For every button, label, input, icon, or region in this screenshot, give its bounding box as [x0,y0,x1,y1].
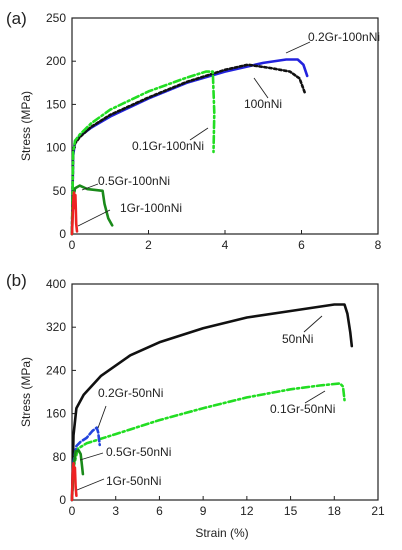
x-tick-label: 18 [328,504,342,518]
annotation-arrow-b4 [76,478,105,491]
annotation-1gr-100nni: 1Gr-100nNi [120,201,182,215]
annotation-0-1gr-50nni: 0.1Gr-50nNi [270,402,335,416]
y-tick-label: 80 [53,450,67,464]
y-tick-label: 150 [46,97,66,111]
panel-b-ticks: 0 3 6 9 12 15 18 21 0 80 160 240 320 400 [46,277,385,518]
y-tick-label: 250 [46,11,66,25]
x-tick-label: 4 [222,238,229,252]
y-tick-label: 160 [46,407,66,421]
x-tick-label: 15 [284,504,298,518]
annotation-1gr-50nni: 1Gr-50nNi [106,474,161,488]
panel-a-frame [71,17,379,235]
annotation-arrow-b1 [304,390,326,404]
panel-b-frame [71,283,379,501]
panel-b-label: (b) [6,271,27,290]
x-tick-label: 0 [69,238,76,252]
annotation-0-2gr-50nni: 0.2Gr-50nNi [98,386,163,400]
x-tick-label: 6 [156,504,163,518]
annotation-arrow-a2 [189,127,209,141]
x-tick-label: 9 [200,504,207,518]
annotation-arrow-b3 [79,452,104,461]
y-tick-label: 400 [46,277,66,291]
annotation-100nni: 100nNi [244,97,282,111]
annotation-0-1gr-100nni: 0.1Gr-100nNi [132,139,204,153]
series-line-0-5gr-100nni [70,184,114,236]
panel-a-series [70,58,309,236]
x-tick-label: 21 [371,504,385,518]
x-tick-label: 6 [298,238,305,252]
panel-a-ylabel: Stress (MPa) [19,91,33,161]
annotation-arrow-a4 [77,209,111,227]
x-tick-label: 12 [240,504,254,518]
panel-a-ticks: 0 2 4 6 8 0 50 100 150 200 250 [46,11,382,252]
panel-b-annotations: 50nNi 0.1Gr-50nNi 0.2Gr-50nNi 0.5Gr-50nN… [76,315,335,491]
series-line-0-1gr-100nni [70,70,216,236]
y-tick-label: 50 [53,184,67,198]
y-tick-label: 200 [46,54,66,68]
y-tick-label: 240 [46,363,66,377]
annotation-arrow-a3 [81,183,99,191]
panel-b-xlabel: Strain (%) [195,526,248,540]
series-line-0-2gr-50nni [70,426,101,502]
annotation-arrow-a0 [285,41,311,54]
annotation-arrow-a1 [253,77,269,99]
series-line-1gr-50nni [70,462,78,502]
panel-a: (a) Stress (MPa) 0 2 4 6 8 0 50 100 150 200 250 0.… [6,9,382,252]
annotation-0-2gr-100nni: 0.2Gr-100nNi [308,30,380,44]
x-tick-label: 3 [112,504,119,518]
annotation-0-5gr-100nni: 0.5Gr-100nNi [98,174,170,188]
y-tick-label: 0 [59,227,66,241]
annotation-0-5gr-50nni: 0.5Gr-50nNi [106,445,171,459]
y-tick-label: 100 [46,141,66,155]
panel-a-label: (a) [6,9,27,28]
annotation-50nni: 50nNi [282,332,313,346]
series-line-50nni [70,303,354,502]
annotation-arrow-b0 [303,315,323,333]
series-line-1gr-100nni [70,191,79,236]
x-tick-label: 2 [145,238,152,252]
x-tick-label: 0 [69,504,76,518]
y-tick-label: 320 [46,320,66,334]
x-tick-label: 8 [375,238,382,252]
annotation-arrow-b2 [97,405,107,429]
series-line-0-1gr-50nni [70,382,346,502]
y-tick-label: 0 [59,493,66,507]
panel-b: (b) Stress (MPa) Strain (%) 0 3 6 9 12 15 18 21… [6,271,385,540]
panel-b-series [70,303,354,502]
panel-a-annotations: 0.2Gr-100nNi 100nNi 0.1Gr-100nNi 0.5Gr-1… [77,30,380,227]
panel-b-ylabel: Stress (MPa) [19,357,33,427]
